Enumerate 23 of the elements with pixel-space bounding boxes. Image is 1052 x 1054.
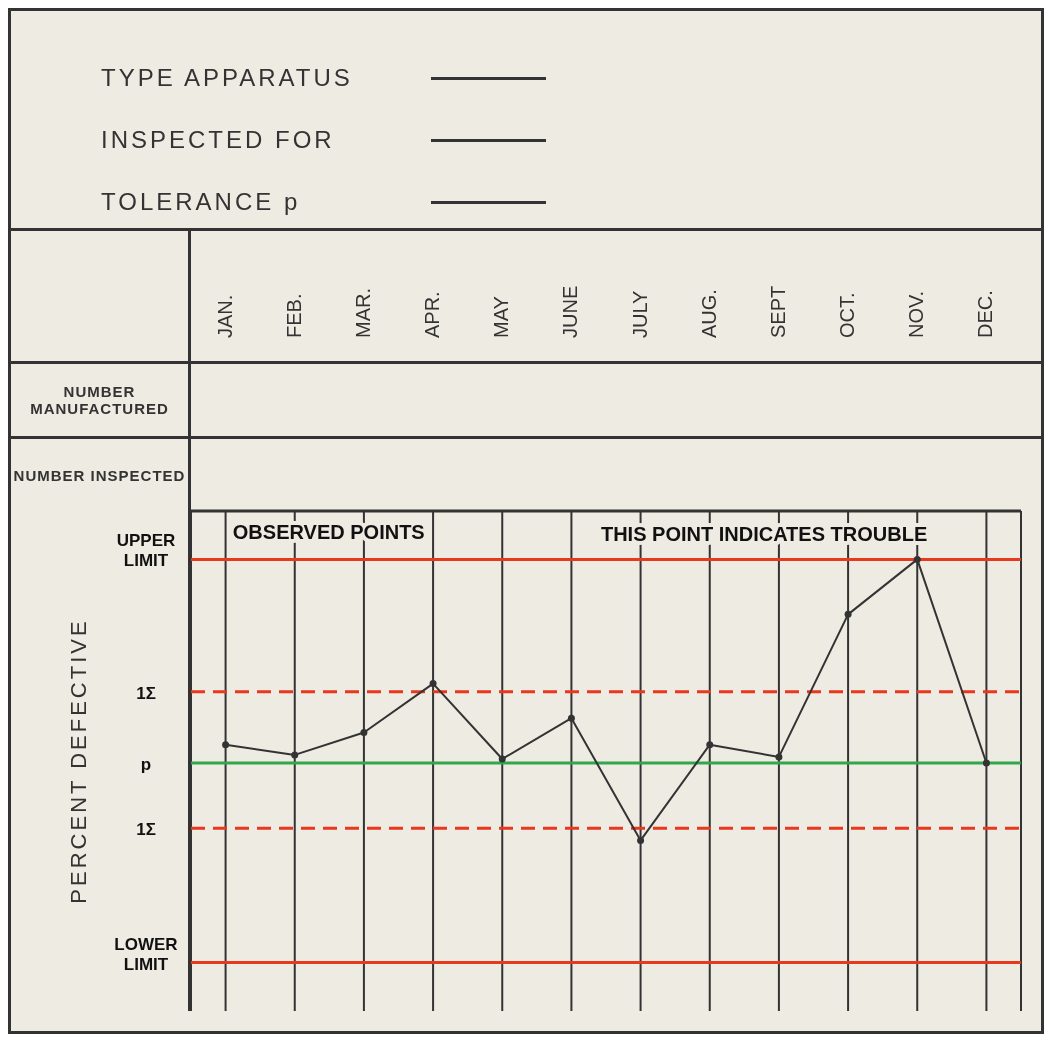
x-tick-label: APR.: [421, 291, 444, 338]
text: TYPE APPARATUS: [101, 64, 354, 92]
ref-line-label: UPPER LIMIT: [116, 531, 176, 571]
ref-line-label: 1Σ: [136, 683, 156, 703]
text: INSPECTED FOR: [101, 126, 336, 154]
text: NUMBER MANUFACTURED: [11, 364, 191, 436]
ref-line-label: LOWER LIMIT: [114, 934, 178, 974]
x-tick-label: JAN.: [213, 294, 236, 338]
x-tick-label: DEC.: [974, 290, 997, 338]
text: TOLERANCE p: [101, 188, 302, 216]
x-tick-label: JUNE: [559, 285, 582, 338]
x-tick-label: MAY: [490, 296, 513, 338]
x-tick-label: OCT.: [836, 292, 859, 338]
x-tick-label: MAR.: [351, 288, 374, 338]
x-tick-label: JULY: [628, 290, 651, 338]
text: NUMBER INSPECTED: [11, 439, 191, 511]
x-tick-label: NOV.: [905, 290, 928, 338]
ref-line-label: 1Σ: [136, 820, 156, 840]
x-tick-label: SEPT: [766, 285, 789, 338]
y-axis-title: PERCENT DEFECTIVE: [66, 618, 91, 904]
x-tick-label: AUG.: [697, 289, 720, 338]
ref-line-label: p: [140, 755, 152, 775]
x-tick-label: FEB.: [282, 293, 305, 338]
